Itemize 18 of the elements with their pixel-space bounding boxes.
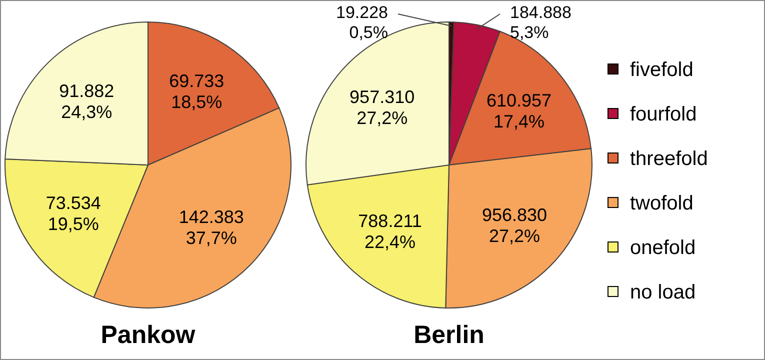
legend-label: threefold <box>630 148 708 170</box>
data-label: 73.534 19,5% <box>46 192 101 234</box>
text: Pankow <box>100 321 196 349</box>
legend-label: no load <box>630 282 696 304</box>
legend-label: fivefold <box>630 59 694 81</box>
data-label: 142.383 37,7% <box>178 207 244 248</box>
data-label: 957.310 27,2% <box>350 86 415 128</box>
data-label: 69.733 18,5% <box>169 70 224 112</box>
legend-label: onefold <box>630 237 696 259</box>
data-label: 788.211 22,4% <box>358 211 422 252</box>
data-label: 956.830 27,2% <box>482 204 548 246</box>
data-label: 19.228 0,5% <box>336 3 388 42</box>
legend-label: fourfold <box>630 104 697 126</box>
data-label: 91.882 24,3% <box>59 81 114 122</box>
legend-label: twofold <box>630 192 694 214</box>
data-label: 184.888 5,3% <box>510 3 572 42</box>
data-label: 610.957 17,4% <box>486 90 552 132</box>
text: Berlin <box>414 321 484 349</box>
